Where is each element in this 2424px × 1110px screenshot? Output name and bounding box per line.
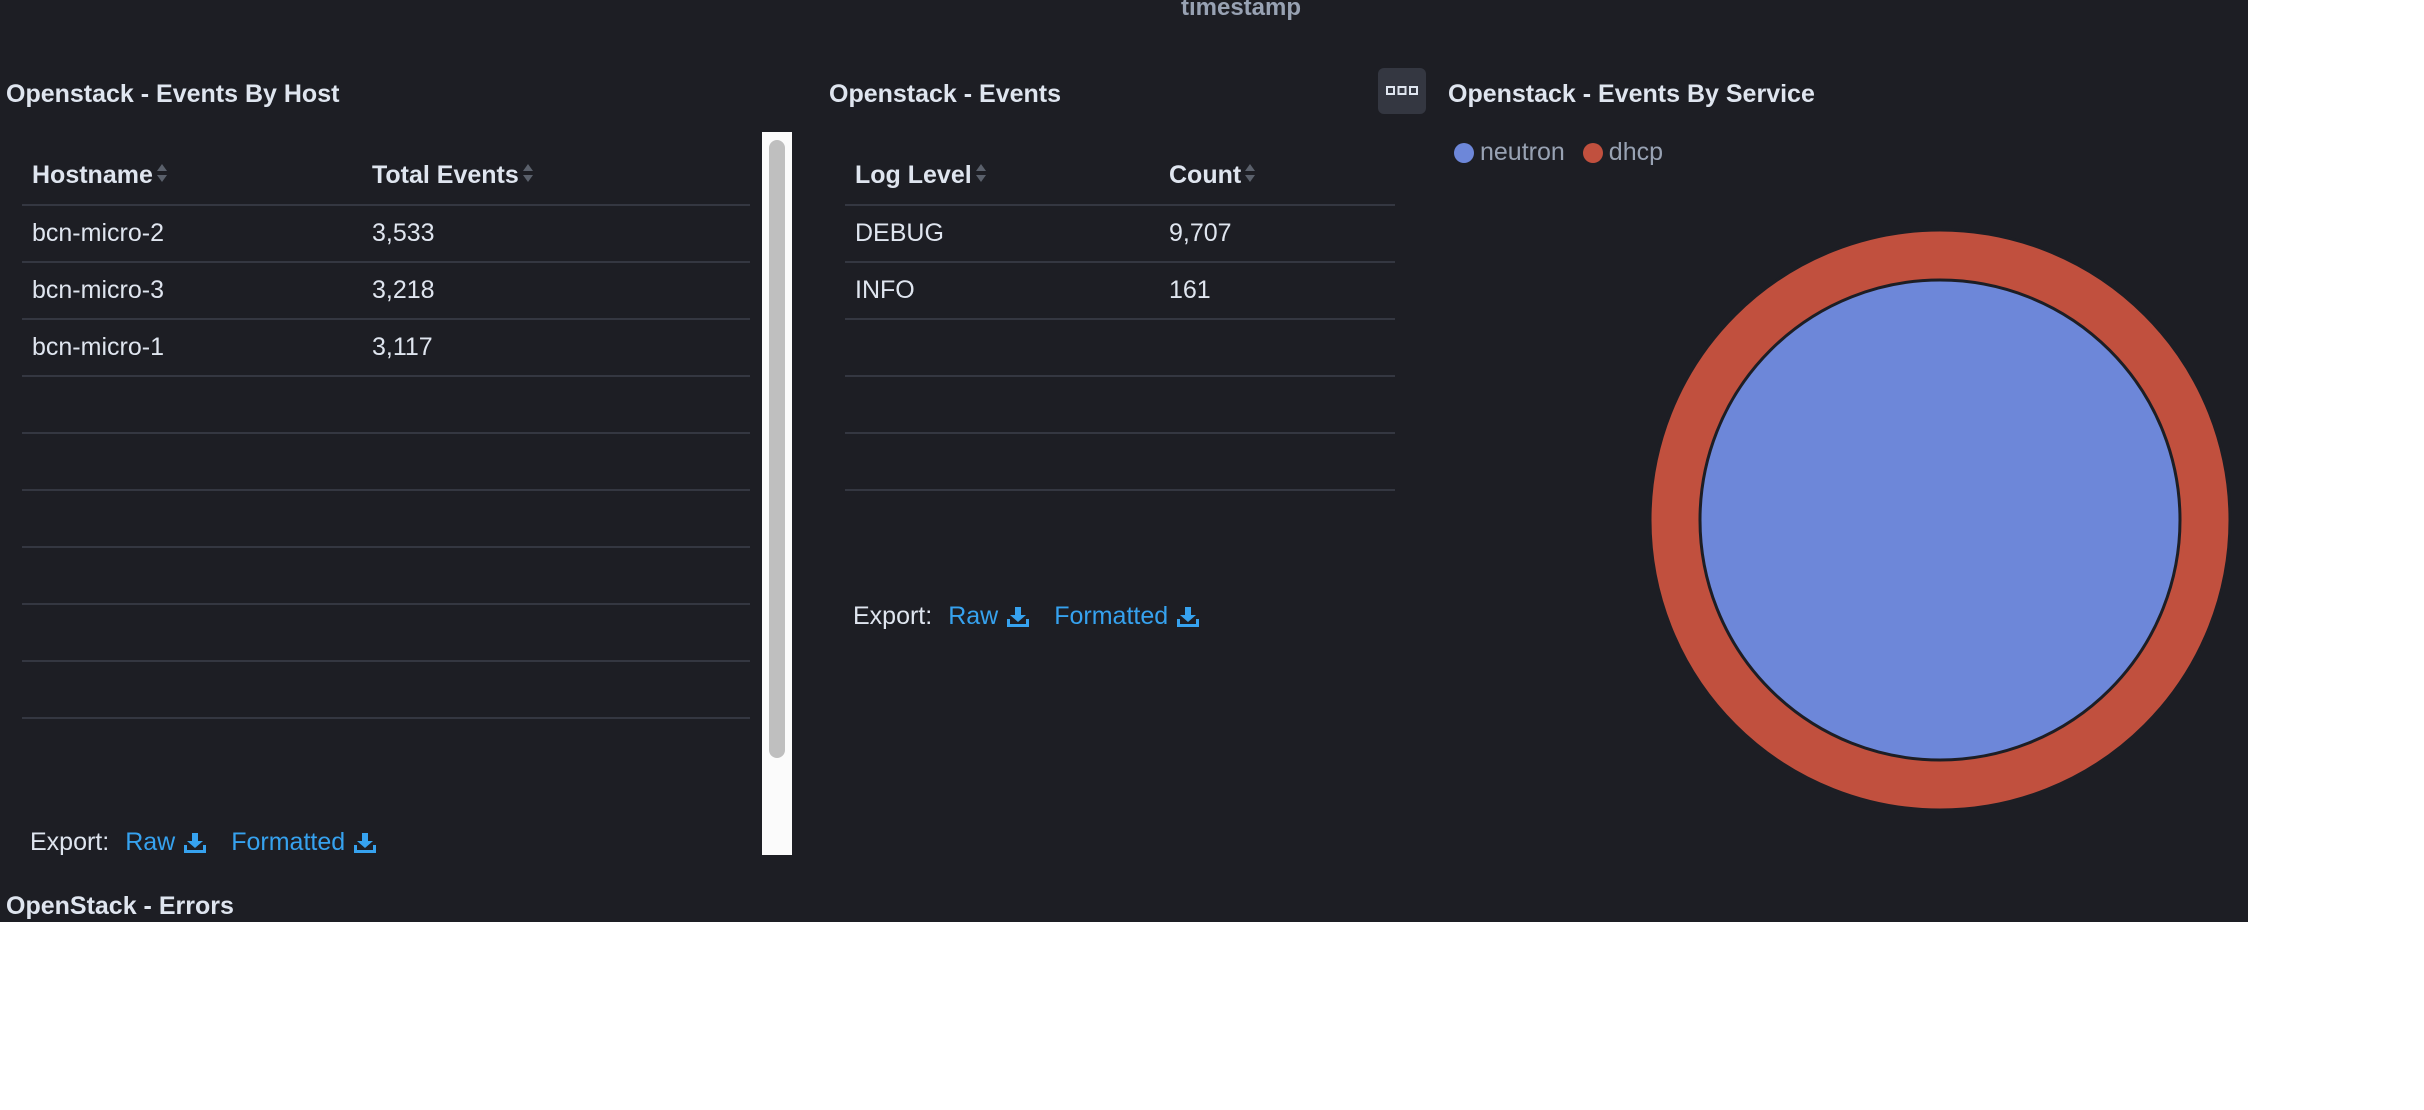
column-header-label: Log Level — [855, 161, 972, 190]
hostname-cell: bcn-micro-3 — [22, 262, 362, 320]
legend-swatch — [1454, 142, 1474, 163]
column-header-count[interactable]: Count — [1159, 148, 1395, 206]
hostname-cell: bcn-micro-2 — [22, 205, 362, 263]
column-header-total-events[interactable]: Total Events — [362, 148, 750, 206]
events-by-host-title: Openstack - Events By Host — [6, 80, 340, 108]
sort-icon[interactable] — [156, 162, 168, 191]
export-label: Export: — [30, 828, 110, 856]
log-level-cell: INFO — [845, 262, 1159, 320]
export-formatted-link[interactable]: Formatted — [1054, 602, 1200, 631]
log-level-cell: DEBUG — [845, 205, 1159, 263]
table-row: bcn-micro-1 3,117 — [22, 319, 750, 377]
export-formatted-label: Formatted — [1054, 602, 1169, 630]
legend-label: neutron — [1480, 138, 1565, 166]
empty-row — [22, 661, 750, 719]
hostname-cell: bcn-micro-1 — [22, 319, 362, 377]
events-by-host-table: Hostname Total Events bcn-micro-2 3,533 … — [22, 148, 750, 719]
legend-item-dhcp[interactable]: dhcp — [1582, 138, 1664, 167]
empty-row — [22, 604, 750, 662]
empty-row — [22, 547, 750, 605]
column-header-label: Count — [1169, 161, 1242, 190]
table-row: INFO 161 — [845, 262, 1395, 320]
table-row: DEBUG 9,707 — [845, 205, 1395, 263]
download-icon — [184, 832, 207, 853]
dashboard: timestamp Openstack - Events By Host Hos… — [0, 0, 2248, 922]
export-formatted-link[interactable]: Formatted — [231, 828, 377, 857]
download-icon — [1007, 606, 1030, 627]
ellipsis-icon — [1386, 86, 1418, 95]
export-raw-label: Raw — [125, 828, 176, 856]
panel-options-button[interactable] — [1378, 68, 1426, 114]
legend-item-neutron[interactable]: neutron — [1454, 138, 1565, 167]
column-header-log-level[interactable]: Log Level — [845, 148, 1159, 206]
export-raw-label: Raw — [948, 602, 999, 630]
table-row: bcn-micro-2 3,533 — [22, 205, 750, 263]
export-formatted-label: Formatted — [231, 828, 346, 856]
empty-row — [22, 376, 750, 434]
column-header-label: Hostname — [32, 161, 153, 190]
sort-icon[interactable] — [1244, 162, 1256, 191]
table-row: bcn-micro-3 3,218 — [22, 262, 750, 320]
download-icon — [1177, 606, 1200, 627]
empty-row — [845, 376, 1395, 434]
legend-swatch — [1582, 142, 1603, 163]
legend-label: dhcp — [1608, 138, 1664, 166]
download-icon — [354, 832, 377, 853]
scrollbar-thumb[interactable] — [769, 140, 785, 758]
sort-icon[interactable] — [522, 162, 534, 191]
count-cell: 161 — [1159, 262, 1395, 320]
events-table: Log Level Count DEBUG 9,707 INFO 161 — [845, 148, 1395, 491]
export-label: Export: — [853, 602, 933, 630]
total-events-cell: 3,218 — [362, 262, 750, 320]
export-raw-link[interactable]: Raw — [948, 602, 1030, 631]
sort-icon[interactable] — [975, 162, 987, 191]
export-bar-events: Export: Raw Formatted — [853, 602, 1224, 631]
events-by-service-pie — [1648, 228, 2232, 812]
top-axis-label: timestamp — [1180, 0, 1302, 21]
pie-slice-neutron[interactable] — [1698, 278, 2182, 762]
export-bar-host: Export: Raw Formatted — [30, 828, 401, 857]
empty-row — [22, 490, 750, 548]
empty-row — [845, 433, 1395, 491]
empty-row — [22, 433, 750, 491]
total-events-cell: 3,117 — [362, 319, 750, 377]
scrollbar[interactable] — [762, 132, 792, 855]
count-cell: 9,707 — [1159, 205, 1395, 263]
total-events-cell: 3,533 — [362, 205, 750, 263]
errors-title: OpenStack - Errors — [6, 892, 234, 920]
empty-row — [845, 319, 1395, 377]
events-title: Openstack - Events — [829, 80, 1062, 108]
column-header-hostname[interactable]: Hostname — [22, 148, 362, 206]
column-header-label: Total Events — [372, 161, 519, 190]
export-raw-link[interactable]: Raw — [125, 828, 207, 857]
pie-legend: neutron dhcp — [1454, 138, 1663, 167]
events-by-service-title: Openstack - Events By Service — [1448, 80, 1815, 108]
